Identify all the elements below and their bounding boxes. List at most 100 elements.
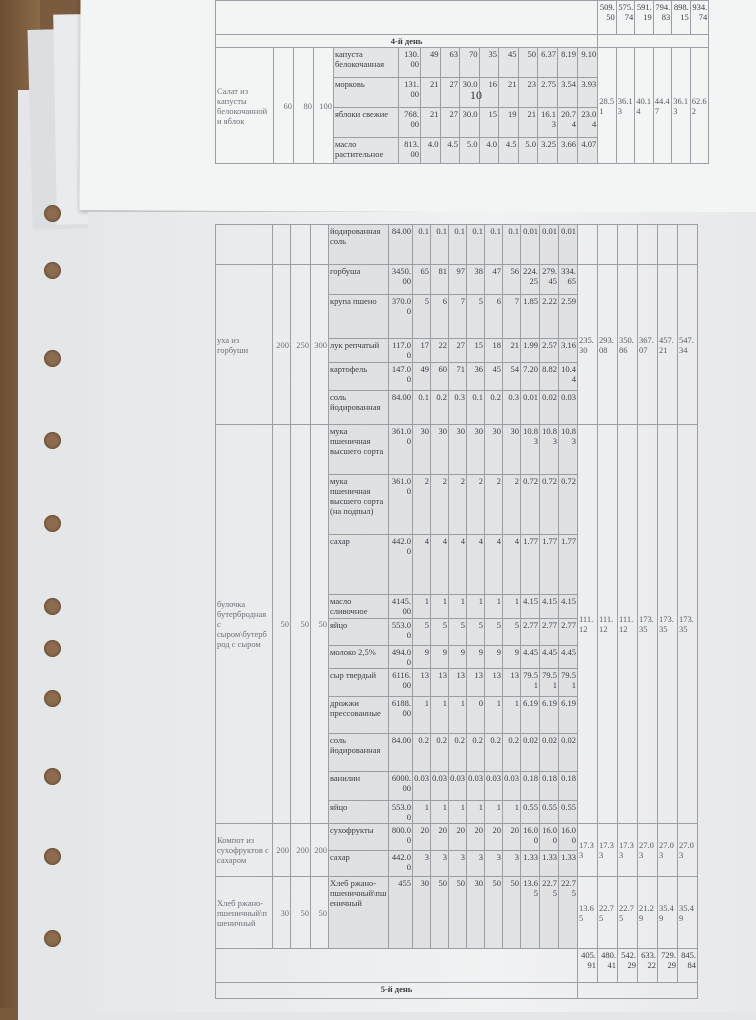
ingredient-quantity: 54 xyxy=(502,362,521,391)
blank-cell xyxy=(215,224,273,265)
ingredient-quantity: 15 xyxy=(466,338,485,363)
dish-total-cost: 35.49 xyxy=(677,876,698,949)
ingredient-quantity: 0.2 xyxy=(430,390,449,425)
ingredient-price: 6000.00 xyxy=(388,771,413,801)
ingredient-quantity: 30.0 xyxy=(459,77,480,108)
ingredient-quantity: 0.2 xyxy=(466,733,485,772)
ingredient-cost: 0.02 xyxy=(558,733,578,772)
ingredient-quantity: 0.03 xyxy=(430,771,449,801)
dish-total-cost: 36.13 xyxy=(615,47,636,164)
ingredient-cost: 1.33 xyxy=(520,850,540,877)
ingredient-price: 4145.00 xyxy=(388,594,413,619)
ingredient-quantity: 6 xyxy=(430,294,449,339)
ingredient-cost: 7.20 xyxy=(520,362,540,391)
dish-total-cost: 111.12 xyxy=(577,424,598,824)
ingredient-quantity: 60 xyxy=(430,362,449,391)
ingredient-quantity: 22 xyxy=(430,338,449,363)
portion-size: 80 xyxy=(293,47,314,164)
dish-total-cost: 547.34 xyxy=(677,264,698,425)
ingredient-quantity: 13 xyxy=(448,668,467,697)
ingredient-cost: 16.00 xyxy=(558,823,578,851)
ingredient-quantity: 7 xyxy=(448,294,467,339)
ingredient-quantity: 9 xyxy=(448,645,467,669)
ingredient-cost: 1.77 xyxy=(539,534,559,595)
portion-size: 50 xyxy=(290,424,311,824)
ingredient-quantity: 3 xyxy=(484,850,503,877)
portion-size: 50 xyxy=(290,876,311,949)
ingredient-quantity: 0.2 xyxy=(430,733,449,772)
ingredient-price: 3450.00 xyxy=(388,264,413,295)
ingredient-quantity: 4.0 xyxy=(478,137,499,164)
ingredient-quantity: 30 xyxy=(484,424,503,475)
table-row: картофель 147.00 49 60 71 36 45 54 7.20 8.82 10.44 xyxy=(216,362,698,391)
blank-cell xyxy=(637,224,658,265)
ingredient-price: 84.00 xyxy=(388,733,413,772)
ingredient-price: 800.00 xyxy=(388,823,413,851)
blank-cell xyxy=(597,224,618,265)
ingredient-quantity: 3 xyxy=(448,850,467,877)
ingredient-cost: 10.83 xyxy=(539,424,559,475)
ingredient-quantity: 2 xyxy=(466,474,485,535)
ingredient-quantity: 6 xyxy=(484,294,503,339)
portion-size: 30 xyxy=(272,876,291,949)
table-row: соль йодированная 84.00 0.1 0.2 0.3 0.1 0.2 0.3… xyxy=(216,390,698,425)
ingredient-cost: 2.77 xyxy=(520,618,540,646)
ingredient-quantity: 0.03 xyxy=(412,771,431,801)
ingredient-quantity: 0.1 xyxy=(502,224,521,265)
portion-size: 200 xyxy=(310,823,329,877)
ingredient-quantity: 1 xyxy=(502,696,521,734)
ingredient-quantity: 20 xyxy=(484,823,503,851)
menu-cost-table-day4-continued: йодированная соль 84.00 0.1 0.1 0.1 0.1 0.1 0.1… xyxy=(215,224,698,999)
ingredient-quantity: 81 xyxy=(430,264,449,295)
ingredient-cost: 0.72 xyxy=(520,474,540,535)
ingredient-quantity: 50 xyxy=(517,47,538,78)
portion-size: 50 xyxy=(310,424,329,824)
ingredient-cost: 16.13 xyxy=(537,107,558,138)
ingredient-quantity: 0.2 xyxy=(484,733,503,772)
ingredient-cost: 3.25 xyxy=(537,137,558,164)
ingredient-quantity: 9 xyxy=(430,645,449,669)
dish-total-cost: 40.14 xyxy=(634,47,654,164)
ingredient-quantity: 18 xyxy=(484,338,503,363)
ingredient-quantity: 9 xyxy=(412,645,431,669)
ingredient-quantity: 30 xyxy=(448,424,467,475)
ingredient-quantity: 30 xyxy=(430,424,449,475)
ingredient-price: 813.00 xyxy=(398,137,421,164)
ingredient-cost: 1.33 xyxy=(558,850,578,877)
ingredient-cost: 8.19 xyxy=(557,47,578,78)
ingredient-quantity: 9 xyxy=(466,645,485,669)
ingredient-quantity: 1 xyxy=(484,800,503,824)
dish-total-cost: 28.51 xyxy=(597,47,617,164)
blank-cell xyxy=(215,948,578,983)
table-row: 509.50 575.74 591.19 794.83 898.15 934.74 xyxy=(214,0,710,35)
ingredient-cost: 2.77 xyxy=(558,618,578,646)
ingredient-cost: 22.75 xyxy=(558,876,578,949)
ingredient-name: ванилин xyxy=(328,771,389,801)
ingredient-quantity: 4 xyxy=(466,534,485,595)
ingredient-cost: 1.77 xyxy=(520,534,540,595)
table-row: морковь 131.00 21 27 30.0 16 21 23 2.75 3.54 3.93 xyxy=(216,77,709,108)
dish-total-cost: 235.30 xyxy=(577,264,598,425)
blank-cell xyxy=(657,224,678,265)
ingredient-cost: 8.82 xyxy=(539,362,559,391)
blank-cell xyxy=(272,224,291,265)
ingredient-name: дрожжи прессованные xyxy=(328,696,389,734)
table-row: булочка бутербродная с сыром\бутерброд с… xyxy=(215,424,698,824)
ingredient-quantity: 0.2 xyxy=(412,733,431,772)
ingredient-quantity: 5 xyxy=(466,294,485,339)
ingredient-cost: 79.51 xyxy=(558,668,578,697)
ingredient-quantity: 27 xyxy=(448,338,467,363)
dish-total-cost: 27.03 xyxy=(677,823,698,877)
dish-total-cost: 27.03 xyxy=(637,823,658,877)
ingredient-cost: 0.55 xyxy=(520,800,540,824)
ingredient-cost: 20.74 xyxy=(557,107,578,138)
punch-hole xyxy=(44,515,61,532)
ingredient-cost: 2.77 xyxy=(539,618,559,646)
table-row: сыр твердый 6116.00 13 13 13 13 13 13 79.51 79.51… xyxy=(216,668,698,697)
ingredient-name: мука пшеничная высшего сорта xyxy=(328,424,389,475)
ingredient-name: картофель xyxy=(328,362,389,391)
ingredient-name: сахар xyxy=(328,534,389,595)
ingredient-quantity: 4 xyxy=(412,534,431,595)
day-heading: 4-й день xyxy=(214,34,599,48)
ingredient-quantity: 4.0 xyxy=(420,137,441,164)
